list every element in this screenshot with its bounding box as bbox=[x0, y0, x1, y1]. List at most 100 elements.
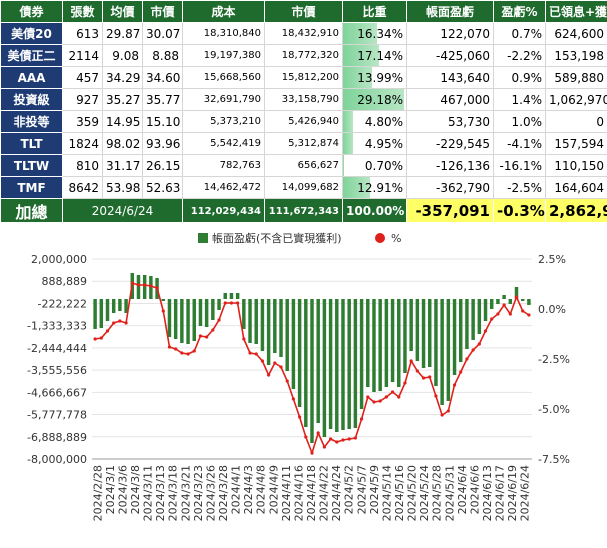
bar bbox=[440, 299, 444, 405]
pct-point bbox=[198, 334, 203, 338]
column-header: 帳面盈虧 bbox=[406, 0, 494, 23]
bar bbox=[353, 299, 358, 428]
bar bbox=[235, 293, 240, 299]
total-pnl-pct: -0.3% bbox=[493, 198, 546, 224]
cell-pnl: 467,000 bbox=[406, 88, 494, 111]
bar bbox=[316, 299, 320, 423]
pct-point bbox=[167, 345, 172, 349]
pct-point bbox=[322, 445, 326, 449]
x-tick-label: 2024/5/14 bbox=[380, 465, 393, 521]
cell-avg: 31.17 bbox=[102, 154, 143, 177]
bond-name: 美債正二 bbox=[0, 44, 63, 67]
pct-point bbox=[316, 431, 320, 435]
pct-point bbox=[415, 369, 419, 373]
pct-point bbox=[446, 409, 450, 413]
x-tick-label: 2024/3/18 bbox=[167, 465, 180, 521]
pct-point bbox=[223, 301, 227, 305]
x-tick-label: 2024/6/17 bbox=[494, 465, 507, 521]
x-tick-label: 2024/4/24 bbox=[330, 465, 343, 521]
cell-income: 624,600 bbox=[545, 22, 607, 45]
pct-point bbox=[130, 281, 134, 285]
x-tick-label: 2024/5/20 bbox=[406, 465, 419, 521]
y-axis-left: 2,000,000 888,889 -222,222 -1,333,333 -2,444… bbox=[27, 253, 87, 466]
pct-point bbox=[465, 357, 469, 361]
bar bbox=[93, 299, 97, 329]
cell-pnl: -425,060 bbox=[406, 44, 494, 67]
pct-point bbox=[192, 349, 196, 353]
x-tick-label: 2024/5/2 bbox=[343, 465, 356, 514]
pct-point bbox=[279, 365, 283, 369]
bar bbox=[502, 295, 506, 299]
cell-avg: 53.98 bbox=[102, 176, 143, 199]
bar bbox=[167, 299, 172, 337]
pct-point bbox=[260, 359, 265, 363]
x-tick-label: 2024/4/8 bbox=[255, 465, 268, 514]
x-tick-label: 2024/3/26 bbox=[204, 465, 217, 521]
cell-income: 157,594 bbox=[545, 132, 607, 155]
bar bbox=[285, 299, 289, 371]
pct-point bbox=[161, 309, 165, 313]
legend-bar-swatch bbox=[198, 233, 208, 243]
cell-share: 4.95% bbox=[342, 132, 407, 155]
x-tick-label: 2024/6/6 bbox=[468, 465, 481, 514]
pct-point bbox=[502, 303, 506, 307]
y-left-tick-label: -5,777,778 bbox=[27, 409, 87, 422]
y-left-tick-label: -8,000,000 bbox=[27, 453, 87, 466]
bar bbox=[514, 287, 519, 299]
pct-point bbox=[304, 435, 308, 439]
pct-point bbox=[99, 336, 103, 340]
x-tick-label: 2024/4/11 bbox=[280, 465, 293, 521]
bar bbox=[291, 299, 296, 389]
x-tick-label: 2024/6/19 bbox=[506, 465, 519, 521]
cell-price: 52.63 bbox=[142, 176, 183, 199]
bar bbox=[372, 299, 376, 392]
column-header: 比重 bbox=[342, 0, 407, 23]
pct-point bbox=[390, 390, 395, 394]
table-row: 美債20 613 29.87 30.07 18,310,840 18,432,910 16.… bbox=[0, 22, 607, 45]
bond-name: 投資級 bbox=[0, 88, 63, 111]
bar bbox=[161, 299, 166, 301]
bar bbox=[223, 293, 227, 299]
pct-point bbox=[291, 397, 296, 401]
bar bbox=[242, 299, 246, 329]
cell-pnl: -362,790 bbox=[406, 176, 494, 199]
total-market-value: 111,672,343 bbox=[264, 198, 343, 224]
pct-point bbox=[310, 451, 314, 455]
pct-point bbox=[409, 359, 413, 363]
bar bbox=[279, 299, 283, 357]
cell-shares: 2114 bbox=[62, 44, 103, 67]
bar-series bbox=[93, 273, 531, 443]
y-right-tick-label: -2.5% bbox=[538, 353, 570, 366]
pct-point bbox=[211, 328, 215, 332]
pct-point bbox=[366, 395, 370, 399]
x-tick-label: 2024/3/8 bbox=[129, 465, 142, 514]
cell-avg: 29.87 bbox=[102, 22, 143, 45]
bar bbox=[496, 299, 500, 304]
bar bbox=[527, 299, 531, 305]
chart-legend: 帳面盈虧(不含已實現獲利) % bbox=[198, 231, 401, 245]
bar bbox=[260, 299, 265, 351]
x-tick-label: 2024/5/9 bbox=[368, 465, 381, 514]
cell-mv: 15,812,200 bbox=[264, 66, 343, 89]
column-header: 市價 bbox=[142, 0, 183, 23]
cell-share: 0.70% bbox=[342, 154, 407, 177]
pct-point bbox=[118, 319, 122, 323]
cell-income: 153,198 bbox=[545, 44, 607, 67]
table-row: 投資級 927 35.27 35.77 32,691,790 33,158,790 29.1… bbox=[0, 88, 607, 111]
x-tick-label: 2024/5/24 bbox=[418, 465, 431, 521]
y-left-tick-label: -1,333,333 bbox=[27, 320, 87, 333]
cell-avg: 35.27 bbox=[102, 88, 143, 111]
total-income: 2,862,997 bbox=[545, 198, 607, 224]
cell-shares: 457 bbox=[62, 66, 103, 89]
x-tick-label: 2024/3/6 bbox=[116, 465, 129, 514]
bar bbox=[384, 299, 389, 387]
pct-point bbox=[496, 312, 500, 316]
pct-point bbox=[403, 381, 407, 385]
pct-point bbox=[428, 375, 432, 379]
cell-mv: 656,627 bbox=[264, 154, 343, 177]
y-left-tick-label: -222,222 bbox=[38, 297, 87, 310]
x-tick-label: 2024/3/28 bbox=[217, 465, 230, 521]
pct-point bbox=[186, 352, 190, 356]
cell-pnl-pct: -4.1% bbox=[493, 132, 546, 155]
